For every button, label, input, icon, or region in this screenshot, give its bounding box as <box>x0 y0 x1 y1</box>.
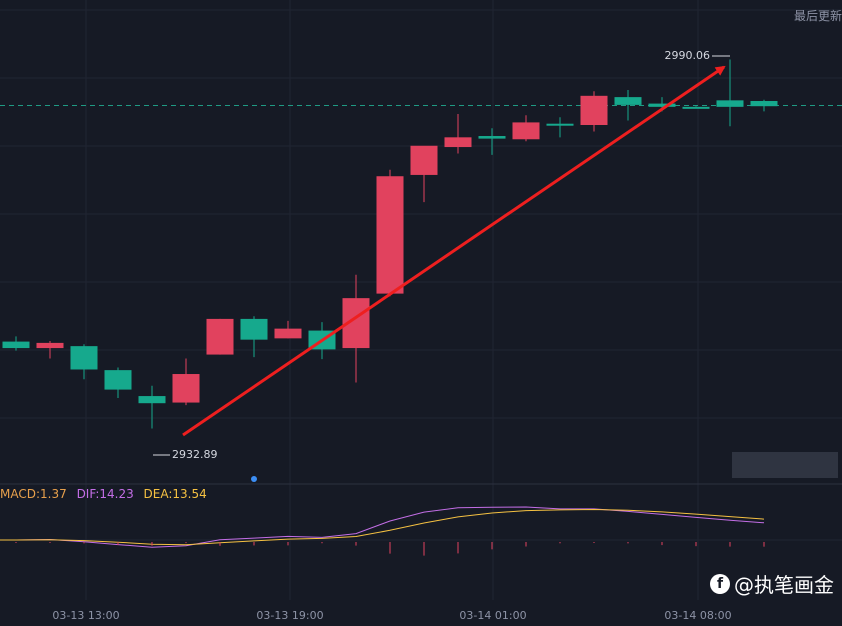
macd-bar <box>559 542 561 544</box>
candle-body[interactable] <box>36 342 64 349</box>
macd-bar <box>423 542 425 556</box>
x-axis: 03-13 13:00 03-13 19:00 03-14 01:00 03-14 0… <box>52 609 731 622</box>
x-axis-tick-label: 03-14 08:00 <box>664 609 731 622</box>
candle-body[interactable] <box>648 103 676 107</box>
macd-bar <box>389 542 391 554</box>
macd-bar <box>457 542 459 554</box>
macd-pane <box>0 506 765 556</box>
last-updated-label: 最后更新 <box>793 9 842 23</box>
macd-bar <box>491 542 493 550</box>
macd-bar <box>695 542 697 547</box>
macd-bar <box>49 542 51 543</box>
candle-body[interactable] <box>376 176 404 294</box>
brand-logo-icon: f <box>710 573 730 594</box>
macd-bar <box>83 542 85 544</box>
macd-value: MACD:1.37 <box>0 487 67 501</box>
macd-histogram <box>15 542 765 556</box>
watermark-text: @执笔画金 <box>734 573 834 597</box>
grid-lines <box>0 0 842 600</box>
candle-body[interactable] <box>274 328 302 339</box>
candle-body[interactable] <box>716 100 744 107</box>
macd-bar <box>253 542 255 546</box>
candle-body[interactable] <box>580 95 608 126</box>
price-annotations: 2932.89 2990.06 <box>153 49 730 461</box>
candle-body[interactable] <box>172 374 200 403</box>
candle-body[interactable] <box>410 145 438 175</box>
dif-value: DIF:14.23 <box>76 487 134 501</box>
macd-bar <box>117 542 119 545</box>
candle-body[interactable] <box>240 318 268 340</box>
x-axis-tick-label: 03-13 19:00 <box>256 609 323 622</box>
candle-body[interactable] <box>682 106 710 109</box>
candle-series <box>2 59 778 429</box>
x-axis-tick-label: 03-14 01:00 <box>459 609 526 622</box>
macd-bar <box>151 542 153 546</box>
candle-body[interactable] <box>546 123 574 126</box>
candle-body[interactable] <box>512 122 540 140</box>
dea-value: DEA:13.54 <box>143 487 207 501</box>
candle-body[interactable] <box>750 101 778 107</box>
macd-bar <box>627 542 629 544</box>
trend-arrow[interactable] <box>182 65 726 437</box>
macd-bar <box>15 542 17 543</box>
watermark: f @执笔画金 <box>710 569 834 598</box>
high-price-label: 2990.06 <box>665 49 711 62</box>
macd-bar <box>355 542 357 546</box>
blurred-overlay <box>732 452 838 478</box>
macd-bar <box>219 542 221 546</box>
dea-line <box>0 508 765 546</box>
macd-bar <box>287 542 289 546</box>
candle-body[interactable] <box>478 136 506 139</box>
low-price-label: 2932.89 <box>172 448 218 461</box>
macd-bar <box>185 542 187 544</box>
x-axis-tick-label: 03-13 13:00 <box>52 609 119 622</box>
candle-body[interactable] <box>104 370 132 390</box>
macd-bar <box>525 542 527 547</box>
candle-body[interactable] <box>444 137 472 148</box>
candle-body[interactable] <box>2 341 30 349</box>
macd-bar <box>729 542 731 547</box>
candle-body[interactable] <box>614 97 642 105</box>
macd-bar <box>763 542 765 547</box>
event-dot[interactable] <box>251 476 257 482</box>
macd-bar <box>661 542 663 546</box>
macd-legend: MACD:1.37 DIF:14.23 DEA:13.54 <box>0 487 213 501</box>
macd-bar <box>593 542 595 543</box>
candle-body[interactable] <box>70 346 98 370</box>
candle-body[interactable] <box>206 318 234 355</box>
candle-body[interactable] <box>138 396 166 404</box>
macd-bar <box>321 542 323 544</box>
dif-line <box>0 506 765 548</box>
